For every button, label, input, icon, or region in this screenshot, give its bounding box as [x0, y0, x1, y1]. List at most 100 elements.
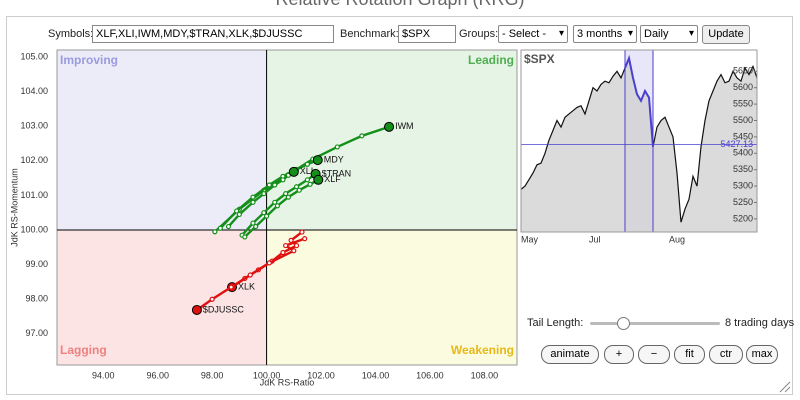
price-area	[521, 58, 757, 232]
y-tick-label: 99.00	[25, 259, 48, 269]
resize-handle	[779, 381, 791, 393]
y-tick-label: 5600	[733, 82, 753, 92]
quadrant-label: Leading	[468, 53, 514, 67]
crosshair-label: 5427.13	[720, 139, 753, 149]
tail-point	[307, 181, 313, 187]
x-tick-label: 96.00	[146, 370, 169, 380]
tail-point	[212, 229, 218, 235]
page-title: Relative Rotation Graph (RRG)	[0, 0, 800, 10]
tail-point	[359, 133, 365, 139]
tail-point	[274, 203, 281, 209]
tail-point	[283, 191, 289, 197]
price-frame	[520, 49, 758, 233]
y-tick-label: 103.00	[20, 121, 48, 131]
max-button[interactable]: max	[746, 345, 778, 364]
head-point	[288, 166, 299, 177]
series-label: XLK	[238, 281, 255, 291]
tail-length-label: Tail Length:	[527, 317, 584, 329]
x-tick-label: 108.00	[471, 370, 499, 380]
head-point	[191, 304, 202, 315]
tail-point	[280, 249, 286, 256]
series-label: MDY	[324, 154, 344, 164]
y-axis-label: JdK RS-Momentum	[9, 168, 19, 247]
update-button[interactable]: Update	[702, 25, 750, 44]
x-tick-label: 106.00	[416, 370, 444, 380]
tail-point	[236, 211, 242, 218]
tail-point	[242, 234, 248, 240]
tail-point	[293, 242, 300, 249]
tail-point	[296, 187, 302, 193]
y-tick-label: 5300	[733, 180, 753, 190]
y-tick-label: 5550	[733, 98, 753, 108]
tail-point	[302, 236, 308, 242]
tail-point	[334, 144, 340, 150]
groups-label: Groups:	[459, 28, 499, 40]
quadrant-label: Lagging	[60, 343, 107, 357]
panel-frame	[6, 16, 793, 395]
y-tick-label: 98.00	[25, 294, 48, 304]
y-tick-label: 5250	[733, 197, 753, 207]
y-tick-label: 5400	[733, 148, 753, 158]
tail-point	[283, 242, 289, 249]
x-tick-label: Jul	[589, 234, 601, 244]
benchmark-input[interactable]: $SPX	[398, 25, 456, 43]
x-tick-label: 98.00	[201, 370, 224, 380]
tail-point	[293, 184, 300, 190]
tail-point	[280, 177, 286, 183]
y-tick-label: 5450	[733, 131, 753, 141]
x-tick-label: 100.00	[253, 370, 281, 380]
tail-point	[263, 213, 270, 219]
tail-point	[272, 199, 278, 205]
quadrant-label: Improving	[60, 53, 118, 67]
center-button[interactable]: ctr	[709, 345, 743, 364]
y-tick-label: 5650	[733, 66, 753, 76]
tail-point	[272, 182, 278, 188]
series-label: $TRAN	[322, 168, 352, 178]
quadrant-lagging	[57, 230, 267, 365]
tail-point	[228, 284, 234, 290]
tail-slider-knob[interactable]	[617, 317, 630, 330]
head-point	[313, 174, 324, 185]
x-tick-label: 94.00	[92, 370, 115, 380]
tail-point	[261, 210, 267, 216]
x-tick-label: Aug	[669, 234, 685, 244]
x-axis-label: JdK RS-Ratio	[260, 377, 315, 387]
y-tick-label: 5500	[733, 115, 753, 125]
symbols-input[interactable]: XLF,XLI,IWM,MDY,$TRAN,XLK,$DJUSSC	[92, 25, 334, 43]
tail-point	[288, 237, 294, 243]
series-label: IWM	[395, 121, 414, 131]
price-line-highlight	[624, 54, 654, 147]
series-label: XLI	[300, 166, 314, 176]
zoom-in-button[interactable]: +	[604, 345, 634, 364]
x-tick-label: May	[521, 234, 539, 244]
series-label: XLF	[324, 174, 341, 184]
tail-point	[247, 272, 253, 278]
quadrant-improving	[57, 50, 267, 230]
quadrant-label: Weakening	[451, 343, 514, 357]
symbols-label: Symbols:	[48, 28, 94, 40]
head-point	[312, 155, 323, 166]
quadrant-weakening	[266, 230, 517, 365]
frequency-select[interactable]: Daily	[640, 25, 698, 43]
y-tick-label: 101.00	[20, 190, 48, 200]
animate-button[interactable]: animate	[541, 345, 599, 364]
y-tick-label: 97.00	[25, 328, 48, 338]
plot-frame	[56, 49, 518, 366]
tail-point	[225, 223, 232, 230]
y-tick-label: 105.00	[20, 51, 48, 61]
y-tick-label: 5350	[733, 164, 753, 174]
tail-slider-track[interactable]	[590, 322, 720, 325]
tail-point	[285, 194, 291, 200]
groups-select[interactable]: - Select -	[498, 25, 568, 43]
period-select[interactable]: 3 months	[573, 25, 637, 43]
zoom-out-button[interactable]: −	[638, 345, 670, 364]
tail-point	[253, 223, 259, 230]
tail-point	[250, 199, 256, 205]
price-title: $SPX	[524, 52, 555, 66]
fit-button[interactable]: fit	[674, 345, 705, 364]
tail-point	[217, 225, 223, 231]
tail-point	[234, 208, 240, 214]
x-tick-label: 102.00	[307, 370, 335, 380]
